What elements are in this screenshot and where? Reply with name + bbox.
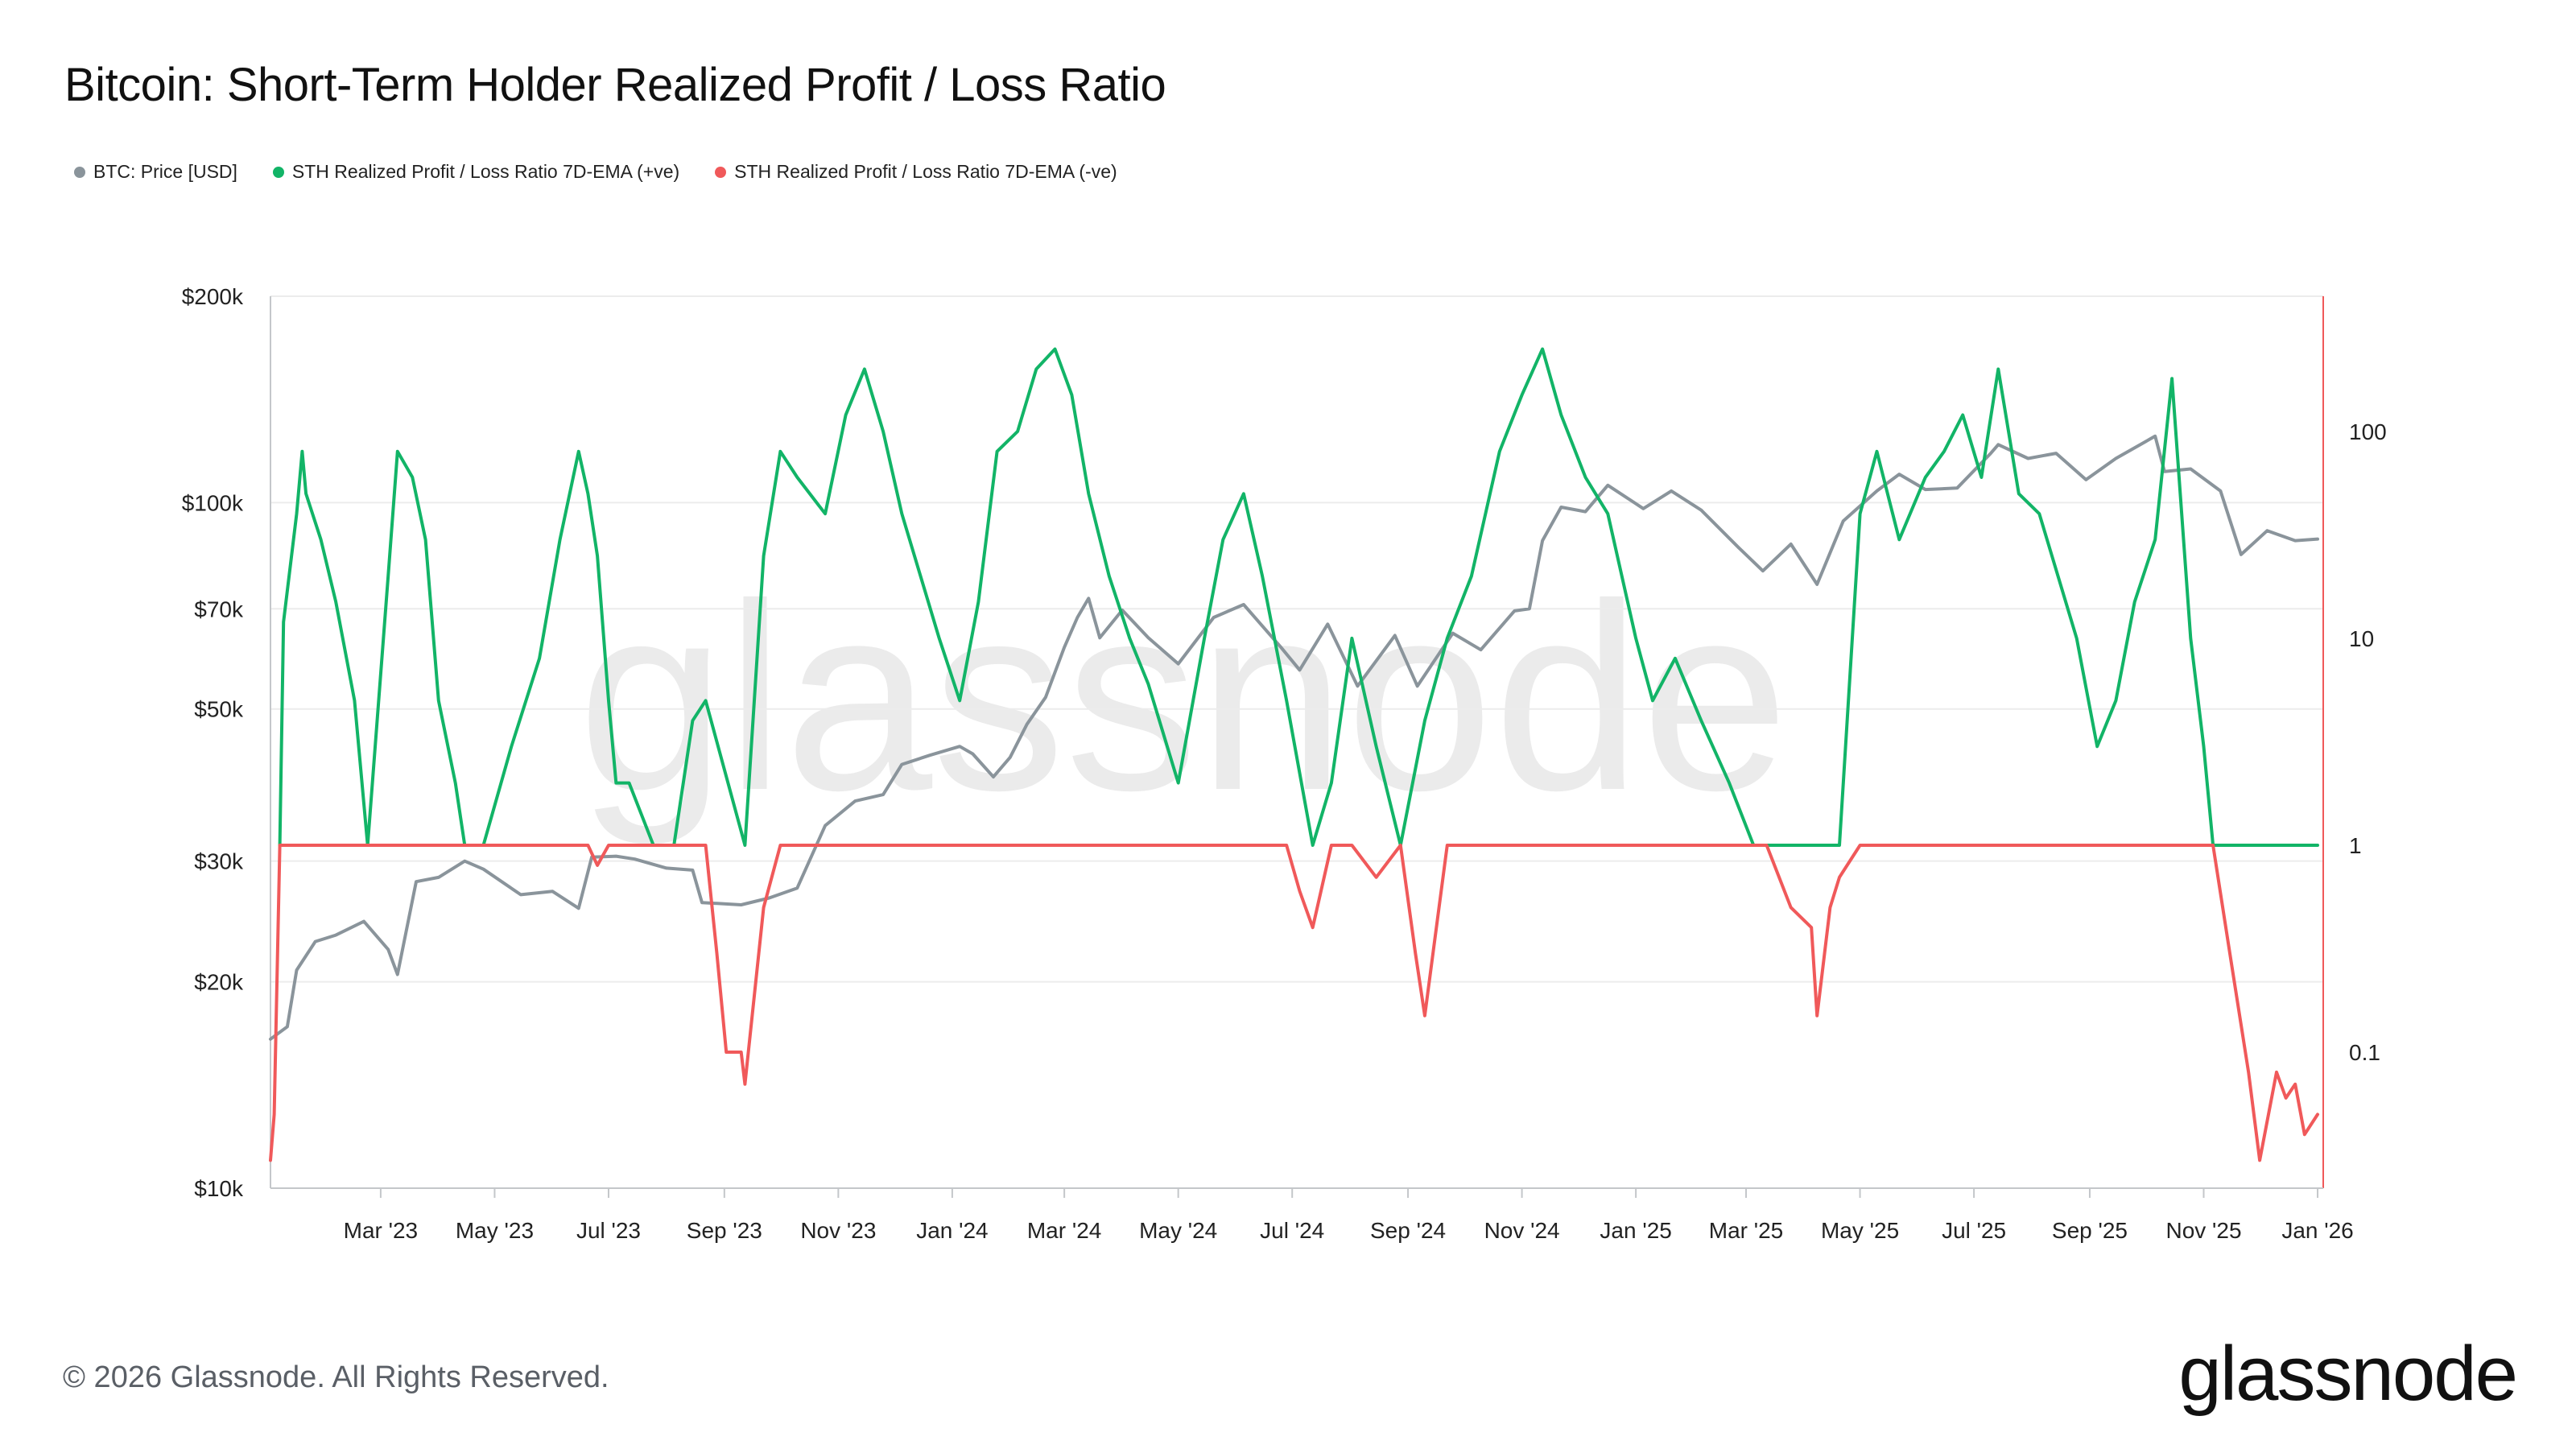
y-right-tick-label: 1	[2349, 833, 2362, 858]
y-left-tick-label: $20k	[194, 970, 244, 995]
x-tick-label: Sep '24	[1370, 1218, 1446, 1243]
legend-dot-positive-icon	[272, 166, 284, 178]
legend-dot-price-icon	[74, 166, 85, 178]
x-tick-label: Jan '26	[2281, 1218, 2353, 1243]
y-left-tick-label: $30k	[194, 849, 244, 874]
y-right-tick-label: 0.1	[2349, 1040, 2380, 1065]
x-tick-label: May '25	[1821, 1218, 1899, 1243]
legend-item-price[interactable]: BTC: Price [USD]	[74, 161, 237, 183]
axes: $10k $20k $30k $50k $70k $100k $200k 0.1 1 10 100 M…	[182, 284, 2387, 1243]
x-tick-label: May '23	[456, 1218, 534, 1243]
copyright-text: © 2026 Glassnode. All Rights Reserved.	[63, 1360, 609, 1394]
x-tick-label: Jul '25	[1942, 1218, 2006, 1243]
y-left-tick-label: $70k	[194, 597, 244, 621]
legend-dot-negative-icon	[715, 166, 727, 178]
x-tick-label: Jul '23	[576, 1218, 641, 1243]
chart-title: Bitcoin: Short-Term Holder Realized Prof…	[64, 59, 1166, 111]
legend: BTC: Price [USD] STH Realized Profit / L…	[74, 161, 1117, 183]
watermark: glassnode	[578, 548, 1790, 847]
legend-label-positive: STH Realized Profit / Loss Ratio 7D-EMA …	[291, 161, 680, 182]
series-line-positive	[278, 347, 2319, 847]
legend-label-price: BTC: Price [USD]	[93, 161, 237, 182]
x-tick-label: Jan '24	[916, 1218, 988, 1243]
legend-item-negative[interactable]: STH Realized Profit / Loss Ratio 7D-EMA …	[715, 161, 1117, 183]
x-tick-label: Jan '25	[1600, 1218, 1671, 1243]
x-tick-label: Jul '24	[1260, 1218, 1324, 1243]
y-left-tick-label: $100k	[182, 490, 244, 515]
y-left-tick-label: $10k	[194, 1176, 244, 1201]
y-left-tick-label: $50k	[194, 697, 244, 722]
x-tick-label: Mar '24	[1027, 1218, 1102, 1243]
legend-item-positive[interactable]: STH Realized Profit / Loss Ratio 7D-EMA …	[272, 161, 680, 183]
series-lines	[269, 347, 2319, 1162]
legend-label-negative: STH Realized Profit / Loss Ratio 7D-EMA …	[734, 161, 1117, 182]
x-tick-label: Mar '25	[1709, 1218, 1784, 1243]
x-tick-label: Nov '25	[2165, 1218, 2241, 1243]
y-right-tick-label: 100	[2349, 419, 2387, 444]
x-tick-label: May '24	[1139, 1218, 1217, 1243]
x-tick-label: Sep '23	[687, 1218, 762, 1243]
y-right-tick-label: 10	[2349, 626, 2374, 651]
series-line-negative	[269, 844, 2319, 1162]
brand-logo: glassnode	[2178, 1331, 2518, 1417]
x-tick-label: Nov '23	[800, 1218, 876, 1243]
x-tick-label: Mar '23	[344, 1218, 419, 1243]
x-tick-label: Sep '25	[2052, 1218, 2128, 1243]
y-left-tick-label: $200k	[182, 284, 244, 309]
x-tick-label: Nov '24	[1484, 1218, 1560, 1243]
series-line-price	[269, 434, 2319, 1041]
